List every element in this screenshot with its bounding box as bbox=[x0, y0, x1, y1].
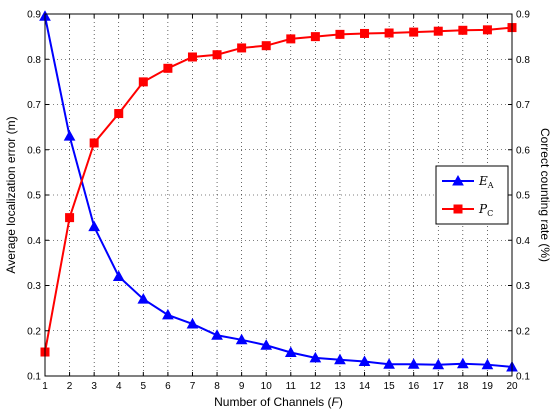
y-right-axis-ticks: 0.1 0.2 0.3 0.4 0.5 0.6 0.7 0.8 0.9 bbox=[508, 10, 530, 383]
x-axis-title-close: ) bbox=[339, 395, 343, 409]
legend-item: EA bbox=[442, 174, 494, 190]
data-point-square bbox=[453, 204, 463, 214]
y-left-tick-label: 0.8 bbox=[27, 55, 41, 66]
x-axis-title: Number of Channels (F) bbox=[214, 395, 343, 409]
x-axis-title-text: Number of Channels ( bbox=[214, 395, 331, 409]
y-right-tick-label: 0.2 bbox=[516, 326, 530, 337]
legend: EA PC bbox=[435, 165, 509, 225]
data-point-square bbox=[360, 28, 370, 38]
x-tick-label: 19 bbox=[482, 381, 494, 392]
x-tick-label: 10 bbox=[261, 381, 273, 392]
data-point-triangle bbox=[63, 130, 76, 141]
y-right-tick-label: 0.3 bbox=[516, 281, 530, 292]
data-point-square bbox=[310, 32, 320, 42]
series-PC bbox=[40, 23, 517, 357]
data-point-triangle bbox=[309, 351, 322, 363]
y-left-tick-label: 0.5 bbox=[27, 191, 41, 202]
x-tick-label: 12 bbox=[310, 381, 322, 392]
y-left-tick-label: 0.4 bbox=[27, 236, 41, 247]
y-right-tick-label: 0.1 bbox=[516, 372, 530, 383]
y-left-tick-label: 0.6 bbox=[27, 145, 41, 156]
legend-box bbox=[435, 165, 509, 225]
y-right-tick-label: 0.8 bbox=[516, 55, 530, 66]
data-point-square bbox=[458, 25, 468, 35]
x-tick-label: 17 bbox=[433, 381, 445, 392]
x-tick-label: 8 bbox=[214, 381, 220, 392]
legend-label-subscript: C bbox=[487, 209, 493, 218]
plot-series bbox=[39, 10, 518, 372]
y-right-tick-label: 0.5 bbox=[516, 191, 530, 202]
data-point-square bbox=[335, 29, 345, 39]
data-point-square bbox=[286, 34, 296, 44]
x-tick-label: 14 bbox=[359, 381, 371, 392]
data-point-triangle bbox=[407, 358, 420, 369]
y-left-tick-label: 0.7 bbox=[27, 100, 41, 111]
x-axis-ticks: 1 2 3 4 5 6 7 8 9 10 11 12 13 14 15 16 17 18 19 20 bbox=[42, 14, 518, 392]
y-left-tick-label: 0.3 bbox=[27, 281, 41, 292]
data-point-triangle bbox=[452, 174, 464, 186]
series-EA bbox=[39, 10, 518, 372]
data-point-triangle bbox=[260, 339, 273, 350]
y-left-tick-label: 0.9 bbox=[27, 10, 41, 21]
data-point-square bbox=[261, 41, 271, 51]
data-point-triangle bbox=[112, 270, 125, 281]
legend-label: EA bbox=[478, 174, 494, 190]
data-point-triangle bbox=[88, 220, 101, 232]
x-tick-label: 5 bbox=[141, 381, 147, 392]
x-tick-label: 2 bbox=[67, 381, 73, 392]
legend-item: PC bbox=[442, 202, 493, 218]
data-point-triangle bbox=[383, 358, 395, 369]
y-left-tick-label: 0.1 bbox=[27, 372, 41, 383]
data-point-triangle bbox=[456, 357, 469, 369]
x-tick-label: 11 bbox=[286, 381, 297, 392]
data-point-square bbox=[89, 138, 99, 148]
x-axis-title-variable: F bbox=[332, 395, 340, 409]
data-point-triangle bbox=[432, 358, 445, 370]
x-tick-label: 3 bbox=[91, 381, 97, 392]
y-right-tick-label: 0.6 bbox=[516, 145, 530, 156]
data-point-triangle bbox=[358, 355, 371, 367]
y-right-tick-label: 0.4 bbox=[516, 236, 530, 247]
legend-label-subscript: A bbox=[487, 181, 494, 190]
x-tick-label: 15 bbox=[384, 381, 396, 392]
x-tick-label: 20 bbox=[506, 381, 518, 392]
x-tick-label: 9 bbox=[239, 381, 245, 392]
x-tick-label: 6 bbox=[165, 381, 171, 392]
data-point-triangle bbox=[481, 358, 494, 370]
x-tick-label: 4 bbox=[116, 381, 122, 392]
y-left-axis-title: Average localization error (m) bbox=[4, 116, 18, 273]
legend-label-main: E bbox=[478, 174, 488, 188]
data-point-square bbox=[409, 27, 419, 37]
x-tick-label: 13 bbox=[334, 381, 346, 392]
data-point-square bbox=[65, 213, 75, 223]
legend-label-main: P bbox=[478, 202, 488, 216]
legend-label: PC bbox=[478, 202, 493, 218]
data-point-square bbox=[212, 50, 222, 60]
data-point-square bbox=[433, 26, 443, 36]
y-left-axis-ticks: 0.1 0.2 0.3 0.4 0.5 0.6 0.7 0.8 0.9 bbox=[27, 10, 49, 383]
data-point-square bbox=[237, 43, 247, 53]
data-point-square bbox=[138, 77, 148, 87]
data-point-triangle bbox=[162, 308, 174, 320]
data-point-triangle bbox=[186, 317, 199, 329]
data-point-square bbox=[114, 109, 124, 119]
y-left-tick-label: 0.2 bbox=[27, 326, 41, 337]
data-point-square bbox=[187, 52, 197, 62]
data-point-square bbox=[163, 63, 173, 73]
data-point-square bbox=[482, 25, 492, 35]
data-point-triangle bbox=[334, 353, 346, 365]
data-point-triangle bbox=[284, 346, 297, 357]
data-point-square bbox=[384, 28, 394, 38]
y-right-axis-title: Correct counting rate (%) bbox=[538, 128, 550, 262]
data-point-triangle bbox=[235, 333, 248, 345]
x-tick-label: 16 bbox=[408, 381, 420, 392]
x-tick-label: 1 bbox=[42, 381, 48, 392]
y-right-tick-label: 0.7 bbox=[516, 100, 530, 111]
y-right-tick-label: 0.9 bbox=[516, 10, 530, 21]
x-tick-label: 18 bbox=[457, 381, 469, 392]
x-tick-label: 7 bbox=[190, 381, 196, 392]
data-point-triangle bbox=[137, 293, 150, 304]
data-point-triangle bbox=[211, 329, 223, 340]
